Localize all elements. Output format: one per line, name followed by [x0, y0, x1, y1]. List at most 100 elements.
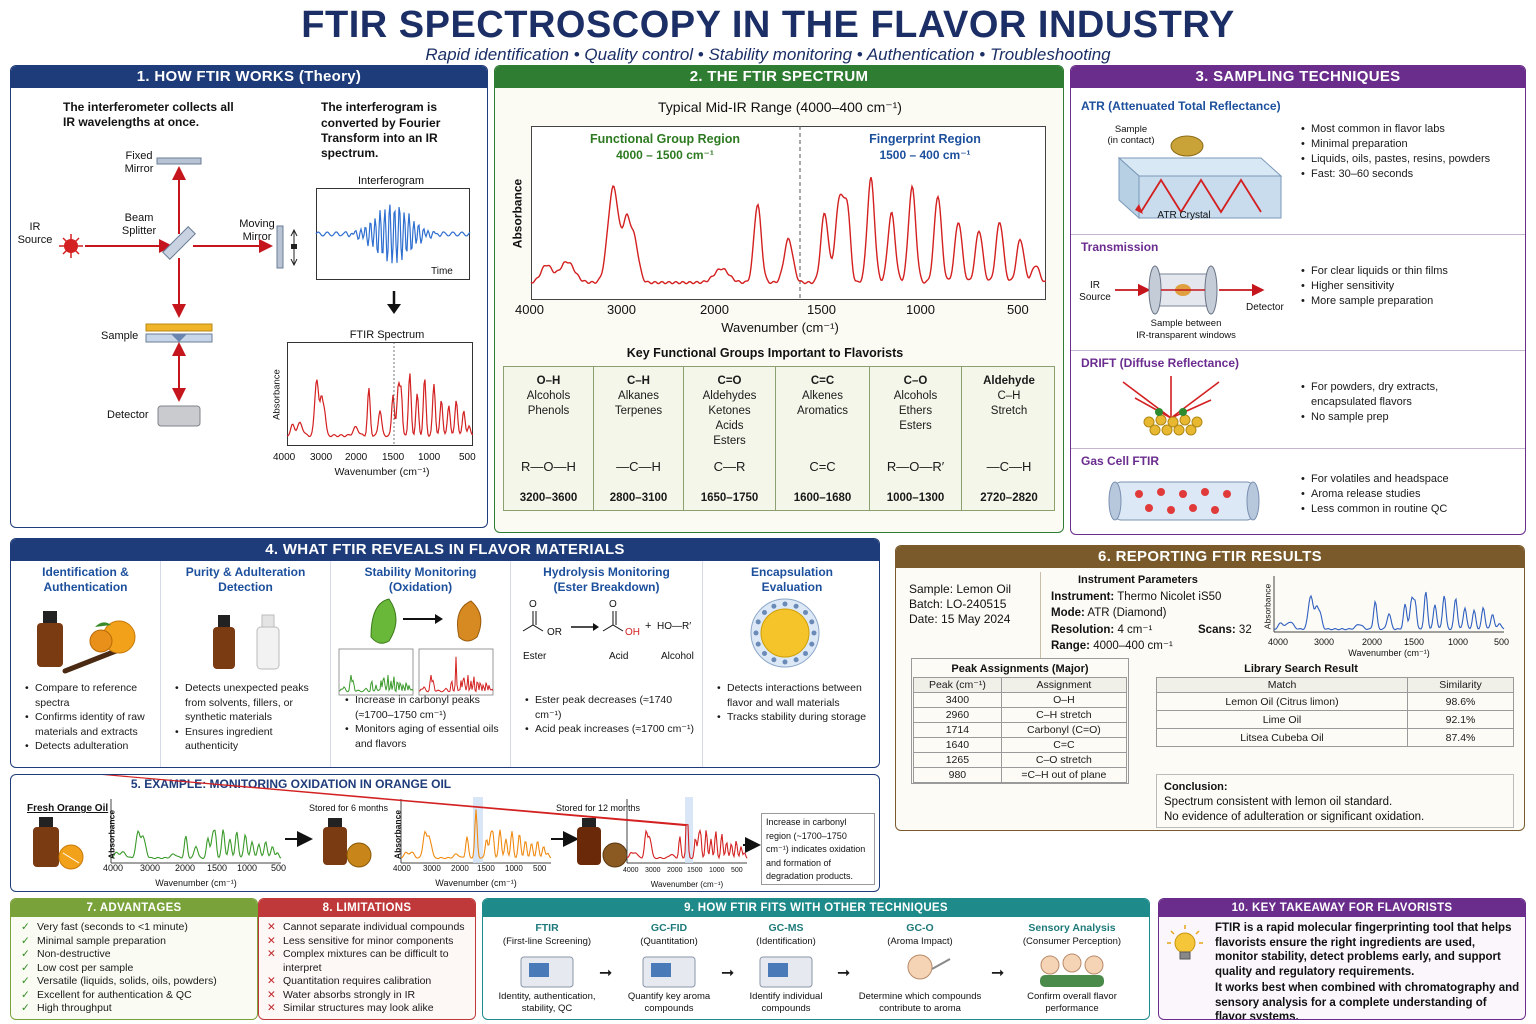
functional-group-cell: C–O Alcohols Ethers Esters R—O—R′ 1000–1300 — [870, 367, 962, 511]
reveal-column: Purity & Adulteration Detection Detects u… — [161, 561, 331, 767]
functional-groups-table: O–H Alcohols Phenols R—O—H 3200–3600 C–H Alka… — [503, 366, 1055, 511]
sample-holder — [145, 323, 213, 332]
reveal-heading: Purity & Adulteration Detection — [185, 565, 306, 594]
page-title: FTIR SPECTROSCOPY IN THE FLAVOR INDUSTRY — [301, 4, 1235, 46]
mini-spectrum-box — [287, 342, 473, 446]
reveal-points: Detects unexpected peaks from solvents, … — [175, 681, 327, 754]
drift-points: For powders, dry extracts, encapsulated … — [1301, 380, 1501, 425]
transmission-detector-label: Detector — [1246, 302, 1284, 313]
report-batch: Batch: LO-240515 — [909, 597, 1007, 611]
transmission-sample-label: Sample between IR-transparent windows — [1136, 318, 1236, 341]
svg-text:OH: OH — [625, 627, 640, 638]
functional-groups-title: Key Functional Groups Important to Flavo… — [626, 346, 904, 360]
page-subtitle: Rapid identification • Quality control •… — [425, 45, 1111, 64]
peak-table-frame — [911, 658, 1129, 784]
report-spectrum-xlabel: Wavenumber (cm⁻¹) — [1348, 648, 1430, 658]
ftir-instrument-icon — [520, 956, 574, 988]
sensory-panel-icon — [1040, 953, 1104, 987]
p5-ylabel-1: Absorbance — [106, 809, 117, 860]
technique-step: Sensory Analysis (Consumer Perception) Con… — [1003, 917, 1141, 1019]
panel-example-oxidation: 5. EXAMPLE: MONITORING OXIDATION IN ORAN… — [10, 774, 880, 892]
panel-title: 3. SAMPLING TECHNIQUES — [1071, 66, 1525, 88]
orange-oil-bottle-icon — [33, 817, 84, 870]
panel-how-ftir-works: 1. HOW FTIR WORKS (Theory) The interfero… — [10, 65, 488, 528]
param-instrument: Instrument: Thermo Nicolet iS50 — [1051, 591, 1222, 603]
report-date: Date: 15 May 2024 — [909, 612, 1011, 626]
peak-table: Peak (cm⁻¹) Assignment 3400 O–H 2960 C–H st… — [913, 677, 1128, 783]
reveal-points: Compare to reference spectraConfirms ide… — [25, 681, 157, 754]
panel-ftir-spectrum: 2. THE FTIR SPECTRUM Typical Mid-IR Rang… — [494, 65, 1064, 533]
panel-title: 1. HOW FTIR WORKS (Theory) — [11, 66, 487, 88]
fresh-label: Fresh Orange Oil — [27, 803, 109, 814]
fingerprint-region-range: 1500 – 400 cm⁻¹ — [879, 148, 971, 162]
functional-region-range: 4000 – 1500 cm⁻¹ — [616, 148, 714, 162]
reveal-heading: Identification & Authentication — [42, 565, 129, 594]
report-spectrum-plot — [1273, 576, 1505, 633]
fixed-mirror — [156, 157, 202, 165]
atr-points: Most common in flavor labsMinimal prepar… — [1301, 122, 1501, 182]
moving-mirror — [276, 225, 284, 269]
drift-heading: DRIFT (Diffuse Reflectance) — [1081, 356, 1240, 370]
table-row: 1640 C=C — [913, 737, 1128, 753]
twelve-months-label: Stored for 12 months — [556, 803, 641, 813]
panel-limitations: 8. LIMITATIONS Cannot separate individua… — [258, 898, 476, 1020]
p5-ticks-1: 4000 3000 2000 1500 1000 500 — [103, 863, 287, 873]
library-title: Library Search Result — [1244, 663, 1358, 675]
panel-what-ftir-reveals: 4. WHAT FTIR REVEALS IN FLAVOR MATERIALS… — [10, 538, 880, 768]
six-months-label: Stored for 6 months — [309, 803, 389, 813]
params-title: Instrument Parameters — [1078, 574, 1198, 586]
functional-group-cell: O–H Alcohols Phenols R—O—H 3200–3600 — [504, 367, 594, 511]
reveal-heading: Stability Monitoring (Oxidation) — [364, 565, 477, 594]
functional-group-cell: C=O Aldehydes Ketones Acids Esters C—R 1650… — [684, 367, 776, 511]
gas-cell-points: For volatiles and headspaceAroma release… — [1301, 472, 1511, 517]
spectrum-plot-box — [531, 126, 1046, 300]
atr-crystal-diagram — [1117, 135, 1283, 220]
table-row: 2960 C–H stretch — [913, 707, 1128, 723]
table-row: 980 =C–H out of plane — [913, 767, 1128, 783]
limitations-list: Cannot separate individual compoundsLess… — [267, 921, 475, 1016]
panel-title: 4. WHAT FTIR REVEALS IN FLAVOR MATERIALS — [11, 539, 879, 561]
reveal-column: Hydrolysis Monitoring (Ester Breakdown) O… — [511, 561, 703, 767]
right-arrow-icon: ➞ — [599, 965, 613, 982]
reveal-heading: Encapsulation Evaluation — [750, 565, 833, 594]
panel-title: 7. ADVANTAGES — [11, 899, 257, 917]
technique-step: GC-FID (Quantitation) Quantify key aroma c… — [613, 917, 725, 1019]
ir-source-icon — [59, 234, 83, 258]
takeaway-text-1: FTIR is a rapid molecular fingerprinting… — [1215, 922, 1512, 978]
reveal-points: Increase in carbonyl peaks (≈1700–1750 c… — [345, 693, 507, 751]
advantages-list: Very fast (seconds to <1 minute)Minimal … — [21, 921, 257, 1016]
technique-step: GC-O (Aroma Impact) Determine which compou… — [845, 917, 995, 1019]
svg-text:+: + — [645, 620, 651, 632]
report-sample: Sample: Lemon Oil — [909, 582, 1012, 596]
sample-label: Sample — [101, 330, 139, 342]
reveal-column: Stability Monitoring (Oxidation) Increase… — [331, 561, 511, 767]
panel-reporting-results: 6. REPORTING FTIR RESULTS Sample: Lemon … — [895, 545, 1525, 831]
vanilla-orange-icon — [37, 611, 136, 674]
beam-splitter — [162, 226, 196, 260]
svg-text:HO—R′: HO—R′ — [657, 621, 691, 632]
technique-step: GC-MS (Identification) Identify individual… — [731, 917, 841, 1019]
functional-group-cell: Aldehyde C–H Stretch —C—H 2720–2820 — [980, 375, 1038, 504]
reveal-heading: Hydrolysis Monitoring (Ester Breakdown) — [543, 565, 670, 594]
lightbulb-icon — [1167, 925, 1203, 960]
leaf-oxidation-icon — [338, 598, 494, 696]
functional-region-label: Functional Group Region — [590, 132, 740, 146]
table-row: Lime Oil 92.1% — [1155, 710, 1514, 729]
param-range: Range: 4000–400 cm⁻¹ — [1051, 640, 1173, 652]
right-arrow-icon: ➞ — [991, 965, 1005, 982]
p5-xlabel-3: Wavenumber (cm⁻¹) — [650, 880, 724, 889]
svg-text:Ester: Ester — [523, 651, 547, 662]
gc-fid-instrument-icon — [642, 956, 696, 988]
fingerprint-region-label: Fingerprint Region — [869, 132, 981, 146]
technique-step: FTIR (First-line Screening) Identity, auth… — [491, 917, 603, 1019]
gas-cell-diagram — [1108, 481, 1260, 521]
down-arrow-icon — [387, 304, 401, 314]
functional-group-cell: C=C Alkenes Aromatics C=C 1600–1680 — [776, 367, 870, 511]
conclusion-box — [1156, 774, 1514, 828]
table-row: Lemon Oil (Citrus limon) 98.6% — [1155, 692, 1514, 711]
p5-xlabel-1: Wavenumber (cm⁻¹) — [155, 878, 237, 888]
main-spectrum-ylabel: Absorbance — [510, 178, 525, 249]
panel-title: 8. LIMITATIONS — [259, 899, 475, 917]
reveal-column: Identification & Authentication Compare t… — [11, 561, 161, 767]
panel-title: 5. EXAMPLE: MONITORING OXIDATION IN ORAN… — [130, 777, 452, 791]
